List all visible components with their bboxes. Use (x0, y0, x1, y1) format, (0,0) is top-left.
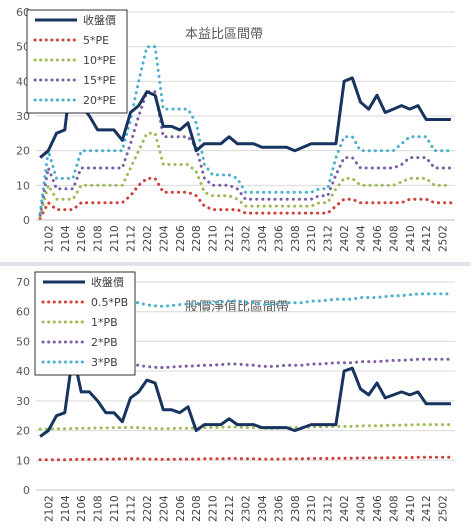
pe-x-tick-label: 2208 (191, 225, 203, 252)
pe-x-tick-label: 2502 (438, 225, 450, 252)
pe-x-tick-label: 2106 (76, 225, 88, 252)
pe-x-tick-label: 2108 (93, 225, 105, 252)
pb-x-tick-label: 2202 (142, 495, 154, 522)
pe-y-tick-label: 0 (23, 214, 30, 227)
pb-y-tick-label: 40 (16, 365, 30, 378)
pb-series-0.5pb-line (38, 455, 453, 462)
pe-legend-label: 20*PE (83, 94, 116, 107)
pe-x-tick-label: 2304 (257, 225, 269, 252)
pe-x-tick-label: 2308 (290, 225, 302, 252)
pb-x-tick-label: 2210 (208, 495, 220, 522)
pb-x-tick-label: 2110 (109, 495, 121, 522)
pb-chart: 0 10 20 30 40 50 60 70 2102 2104 2106 2108 2110 2112 2… (16, 271, 455, 522)
pb-x-tick-label: 2106 (76, 495, 88, 522)
pe-legend-label: 15*PE (83, 74, 116, 87)
pb-x-tick-label: 2304 (257, 495, 269, 522)
pe-x-tick-label: 2212 (224, 225, 236, 252)
pe-x-tick-label: 2306 (273, 225, 285, 252)
pb-legend-label: 收盤價 (91, 275, 124, 289)
chart1-title: 本益比區間帶 (185, 27, 263, 42)
pb-y-tick-label: 30 (16, 395, 30, 408)
pe-series-20pe-line (38, 45, 453, 215)
pb-x-tick-label: 2206 (175, 495, 187, 522)
pe-series-10pe-line (38, 131, 453, 218)
pe-y-tick-label: 60 (16, 6, 30, 19)
pb-x-tick-label: 2404 (356, 495, 368, 522)
pe-x-tick-label: 2408 (388, 225, 400, 252)
pe-x-tick-label: 2202 (142, 225, 154, 252)
pb-legend-label: 3*PB (91, 356, 118, 369)
pe-x-tick-label: 2406 (372, 225, 384, 252)
pb-x-tick-label: 2502 (438, 495, 450, 522)
pb-x-tick-label: 2410 (405, 495, 417, 522)
pb-x-tick-label: 2310 (306, 495, 318, 522)
pe-y-tick-label: 10 (16, 179, 30, 192)
pb-x-tick-label: 2412 (421, 495, 433, 522)
pb-y-tick-label: 50 (16, 335, 30, 348)
pe-series-15pe-line (38, 90, 453, 217)
pb-x-tick-label: 2308 (290, 495, 302, 522)
pb-x-tick-label: 2112 (125, 495, 137, 522)
pe-x-tick-label: 2102 (43, 225, 55, 252)
pe-x-tick-label: 2402 (339, 225, 351, 252)
pe-x-tick-label: 2312 (323, 225, 335, 252)
pb-x-tick-label: 2302 (241, 495, 253, 522)
pb-y-tick-label: 0 (23, 484, 30, 497)
pe-legend-label: 收盤價 (83, 13, 116, 27)
pb-series--line (39, 351, 451, 438)
pe-y-tick-label: 50 (16, 41, 30, 54)
pe-x-tick-label: 2410 (405, 225, 417, 252)
pb-x-tick-label: 2208 (191, 495, 203, 522)
pb-y-tick-label: 70 (16, 276, 30, 289)
pb-series-1pb-line (38, 423, 453, 431)
pb-x-tick-label: 2306 (273, 495, 285, 522)
pe-x-tick-label: 2112 (125, 225, 137, 252)
pb-x-tick-label: 2406 (372, 495, 384, 522)
pe-chart: 0 10 20 30 40 50 60 2102 2104 2106 2108 2110 2112 220… (16, 6, 455, 252)
pb-x-tick-label: 2212 (224, 495, 236, 522)
pb-x-tick-label: 2402 (339, 495, 351, 522)
pb-legend (34, 271, 136, 376)
pb-y-tick-label: 10 (16, 454, 30, 467)
pe-series--line (39, 59, 451, 159)
pb-x-tick-label: 2408 (388, 495, 400, 522)
pb-legend-label: 1*PB (91, 316, 118, 329)
pe-x-tick-label: 2104 (60, 225, 72, 252)
pe-series-5pe-line (38, 176, 453, 220)
pb-x-tick-label: 2204 (158, 495, 170, 522)
pb-x-tick-label: 2312 (323, 495, 335, 522)
pe-legend-label: 10*PE (83, 54, 116, 67)
pb-legend-label: 0.5*PB (91, 296, 128, 309)
pe-x-tick-label: 2412 (421, 225, 433, 252)
pe-y-tick-label: 40 (16, 75, 30, 88)
pb-x-tick-label: 2102 (43, 495, 55, 522)
pe-x-tick-label: 2310 (306, 225, 318, 252)
pe-x-tick-label: 2204 (158, 225, 170, 252)
pb-y-tick-label: 60 (16, 306, 30, 319)
pe-x-tick-label: 2302 (241, 225, 253, 252)
pb-x-tick-label: 2104 (60, 495, 72, 522)
pe-legend-label: 5*PE (83, 34, 109, 47)
pe-y-tick-label: 30 (16, 110, 30, 123)
pb-legend-label: 2*PB (91, 336, 118, 349)
pb-y-tick-label: 20 (16, 425, 30, 438)
pe-x-tick-label: 2110 (109, 225, 121, 252)
chart2-title: 股價淨值比區間帶 (185, 299, 289, 315)
pe-x-tick-label: 2404 (356, 225, 368, 252)
pe-x-tick-label: 2206 (175, 225, 187, 252)
pe-x-tick-label: 2210 (208, 225, 220, 252)
pe-y-tick-label: 20 (16, 145, 30, 158)
pb-x-tick-label: 2108 (93, 495, 105, 522)
pe-legend (26, 9, 128, 114)
